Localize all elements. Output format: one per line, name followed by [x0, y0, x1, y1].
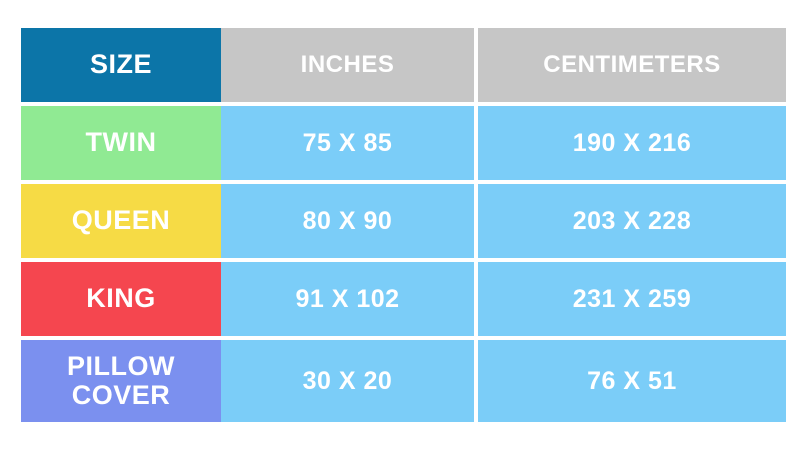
- row-queen-inches: 80 X 90: [221, 184, 474, 258]
- row-twin-centimeters: 190 X 216: [478, 106, 786, 180]
- row-king-label: KING: [21, 262, 221, 336]
- row-twin-inches: 75 X 85: [221, 106, 474, 180]
- row-pillow-cover-label: PILLOW COVER: [21, 340, 221, 422]
- row-pillow-cover-inches: 30 X 20: [221, 340, 474, 422]
- row-king-inches: 91 X 102: [221, 262, 474, 336]
- row-pillow-cover-centimeters: 76 X 51: [478, 340, 786, 422]
- header-cell-inches: INCHES: [221, 28, 474, 102]
- row-king-centimeters: 231 X 259: [478, 262, 786, 336]
- header-cell-centimeters: CENTIMETERS: [478, 28, 786, 102]
- row-twin-label: TWIN: [21, 106, 221, 180]
- header-cell-size: SIZE: [21, 28, 221, 102]
- row-queen-label: QUEEN: [21, 184, 221, 258]
- row-queen-centimeters: 203 X 228: [478, 184, 786, 258]
- size-chart-table: SIZE INCHES CENTIMETERS TWIN 75 X 85 190…: [21, 28, 786, 422]
